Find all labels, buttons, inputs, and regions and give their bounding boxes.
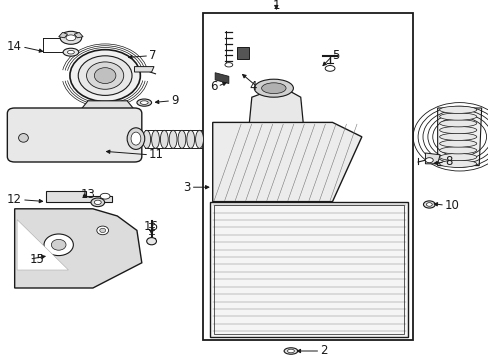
Text: 14: 14	[7, 40, 22, 53]
Ellipse shape	[131, 132, 141, 145]
Ellipse shape	[151, 130, 159, 148]
Polygon shape	[74, 32, 83, 38]
Ellipse shape	[94, 200, 101, 204]
Text: 6: 6	[210, 80, 217, 93]
Ellipse shape	[178, 130, 185, 148]
Ellipse shape	[78, 56, 132, 95]
Text: 8: 8	[444, 156, 451, 168]
Text: 4: 4	[249, 80, 256, 93]
Ellipse shape	[439, 113, 476, 120]
Ellipse shape	[439, 160, 476, 167]
Ellipse shape	[91, 198, 104, 207]
Ellipse shape	[423, 201, 434, 208]
Ellipse shape	[86, 62, 123, 89]
Ellipse shape	[261, 83, 285, 94]
Ellipse shape	[439, 126, 476, 134]
Ellipse shape	[195, 130, 203, 148]
Text: 13: 13	[81, 188, 95, 201]
Ellipse shape	[146, 238, 156, 245]
Text: 9: 9	[171, 94, 178, 107]
Text: 3: 3	[183, 181, 190, 194]
Ellipse shape	[224, 63, 232, 67]
Ellipse shape	[100, 193, 110, 199]
Ellipse shape	[137, 99, 151, 106]
Ellipse shape	[66, 35, 76, 41]
Ellipse shape	[19, 134, 28, 142]
Ellipse shape	[439, 106, 476, 113]
Ellipse shape	[160, 130, 168, 148]
Polygon shape	[215, 73, 228, 84]
Polygon shape	[15, 209, 142, 288]
Text: 16: 16	[144, 220, 159, 233]
Text: 5: 5	[332, 49, 339, 62]
Ellipse shape	[439, 140, 476, 147]
Ellipse shape	[60, 31, 81, 44]
Polygon shape	[46, 191, 112, 202]
Ellipse shape	[127, 128, 144, 149]
Ellipse shape	[142, 130, 150, 148]
Ellipse shape	[94, 68, 116, 84]
Ellipse shape	[97, 226, 108, 235]
Ellipse shape	[425, 158, 432, 163]
Ellipse shape	[439, 147, 476, 154]
Text: 7: 7	[149, 49, 156, 62]
Text: 12: 12	[7, 193, 22, 206]
Ellipse shape	[63, 48, 79, 56]
Ellipse shape	[426, 203, 431, 206]
Polygon shape	[134, 67, 154, 72]
Polygon shape	[81, 101, 134, 110]
Ellipse shape	[439, 153, 476, 161]
Ellipse shape	[439, 120, 476, 127]
Ellipse shape	[51, 239, 66, 250]
Ellipse shape	[140, 101, 148, 104]
Text: 2: 2	[320, 345, 327, 357]
Ellipse shape	[186, 130, 194, 148]
Ellipse shape	[284, 348, 297, 354]
Polygon shape	[210, 202, 407, 337]
Ellipse shape	[169, 130, 177, 148]
Ellipse shape	[70, 50, 140, 102]
Polygon shape	[59, 32, 67, 38]
Text: 10: 10	[444, 199, 459, 212]
Text: 11: 11	[149, 148, 164, 161]
Ellipse shape	[287, 349, 294, 353]
Ellipse shape	[325, 66, 334, 71]
Ellipse shape	[100, 228, 105, 233]
Text: 1: 1	[272, 0, 280, 12]
FancyBboxPatch shape	[7, 108, 142, 162]
Ellipse shape	[67, 50, 74, 54]
Ellipse shape	[44, 234, 73, 256]
Ellipse shape	[254, 79, 293, 97]
Polygon shape	[249, 86, 303, 122]
FancyBboxPatch shape	[203, 13, 412, 340]
Polygon shape	[237, 47, 249, 59]
Text: 15: 15	[29, 253, 44, 266]
Polygon shape	[437, 108, 481, 166]
Polygon shape	[425, 153, 439, 164]
Polygon shape	[17, 220, 68, 270]
Ellipse shape	[439, 133, 476, 140]
Polygon shape	[212, 122, 361, 202]
